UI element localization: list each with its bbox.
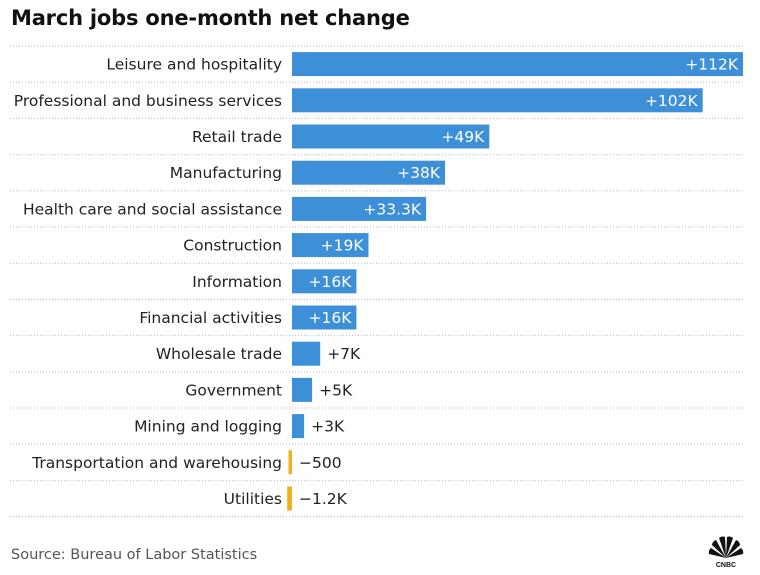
source-note: Source: Bureau of Labor Statistics [11, 547, 258, 563]
category-label: Government [185, 381, 282, 399]
value-label: +112K [685, 56, 739, 74]
value-label: −500 [299, 454, 342, 472]
bar [292, 160, 445, 185]
value-label: +49K [441, 128, 485, 146]
category-labels: Leisure and hospitality Professional and … [14, 56, 282, 508]
cnbc-peacock-logo-icon: CNBC [708, 536, 744, 569]
value-label: +3K [311, 418, 345, 436]
value-labels: +112K +102K +49K+38K +33.3K +19K +16K +16K +7K +… [299, 56, 739, 508]
bar [292, 52, 743, 77]
value-label: +38K [397, 164, 441, 182]
category-label: Utilities [224, 490, 282, 508]
category-label: Wholesale trade [156, 345, 282, 363]
category-label: Professional and business services [14, 92, 282, 110]
category-label: Transportation and warehousing [31, 454, 282, 472]
bar [292, 124, 490, 149]
category-label: Leisure and hospitality [106, 56, 282, 74]
bar [292, 196, 427, 221]
bar [292, 341, 321, 366]
bar [292, 305, 357, 330]
chart-title: March jobs one-month net change [11, 6, 410, 30]
value-label: +16K [309, 273, 353, 291]
category-label: Information [192, 273, 282, 291]
bar [288, 450, 292, 475]
value-label: +102K [645, 92, 699, 110]
value-label: +16K [309, 309, 353, 327]
bar [292, 414, 305, 439]
category-label: Health care and social assistance [23, 200, 282, 218]
bar [292, 269, 357, 294]
category-label: Retail trade [192, 128, 282, 146]
category-label: Mining and logging [134, 418, 282, 436]
category-label: Manufacturing [170, 164, 282, 182]
bar [292, 233, 369, 258]
bars [287, 52, 743, 511]
category-label: Construction [183, 237, 282, 255]
bar [292, 377, 313, 402]
category-label: Financial activities [139, 309, 282, 327]
value-label: +33.3K [363, 200, 421, 218]
row-dividers [10, 45, 744, 518]
svg-text:CNBC: CNBC [716, 562, 736, 569]
value-label: +7K [327, 345, 361, 363]
value-label: +19K [321, 237, 365, 255]
value-label: −1.2K [299, 490, 348, 508]
value-label: +5K [319, 381, 353, 399]
bar [287, 486, 292, 511]
bar [292, 88, 703, 113]
